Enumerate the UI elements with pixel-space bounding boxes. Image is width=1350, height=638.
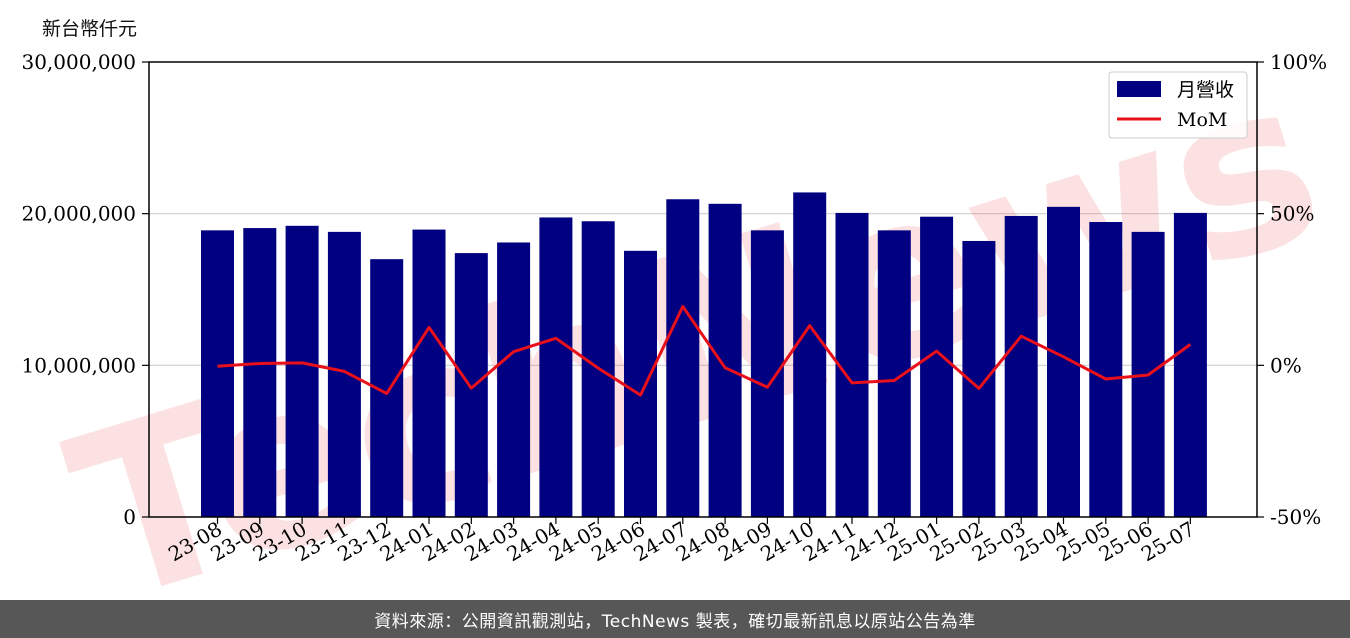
y-right-tick-label: 50% bbox=[1270, 202, 1314, 226]
revenue-chart: TechNews 23-0823-0923-1023-1123-1224-012… bbox=[21, 26, 1347, 600]
bar bbox=[920, 216, 954, 517]
legend-label-mom: MoM bbox=[1177, 109, 1227, 131]
bar bbox=[1173, 212, 1207, 518]
y-right-tick-labels: -50% 0% 50% 100% bbox=[1270, 50, 1327, 529]
bar bbox=[750, 230, 784, 517]
bar bbox=[793, 192, 827, 517]
plot-frame bbox=[148, 61, 1258, 518]
bar bbox=[412, 229, 446, 517]
bar bbox=[666, 199, 700, 517]
bar bbox=[708, 203, 742, 517]
y-right-tick-label: 0% bbox=[1270, 353, 1302, 377]
bar bbox=[1004, 215, 1038, 518]
legend-label-revenue: 月營收 bbox=[1177, 79, 1234, 101]
bar bbox=[1089, 222, 1123, 517]
mom-line-series bbox=[217, 305, 1192, 397]
bar-series bbox=[201, 192, 1207, 518]
y-right-tick-label: 100% bbox=[1270, 50, 1327, 74]
legend: 月營收 MoM bbox=[1108, 71, 1248, 139]
y-left-tick-label: 0 bbox=[123, 505, 136, 529]
bar bbox=[454, 253, 488, 517]
bar bbox=[835, 212, 869, 518]
bar bbox=[624, 250, 657, 517]
y-left-tick-label: 10,000,000 bbox=[21, 353, 136, 377]
bar bbox=[243, 228, 277, 517]
y-left-tick-label: 30,000,000 bbox=[21, 50, 136, 74]
y-axis-unit-label: 新台幣仟元 bbox=[42, 18, 138, 40]
axes bbox=[142, 61, 1264, 524]
y-left-tick-labels: 0 10,000,000 20,000,000 30,000,000 bbox=[21, 50, 136, 529]
bar bbox=[539, 217, 573, 518]
footer-text: 資料來源：公開資訊觀測站，TechNews 製表，確切最新訊息以原站公告為準 bbox=[374, 611, 976, 632]
bar bbox=[327, 231, 361, 517]
bar bbox=[201, 230, 234, 517]
legend-swatch-bar bbox=[1117, 81, 1161, 97]
y-right-tick-label: -50% bbox=[1270, 505, 1321, 529]
source-footer: 資料來源：公開資訊觀測站，TechNews 製表，確切最新訊息以原站公告為準 bbox=[0, 600, 1350, 638]
y-left-tick-label: 20,000,000 bbox=[21, 202, 136, 226]
bar bbox=[285, 225, 319, 518]
bar bbox=[497, 242, 531, 517]
mom-line bbox=[217, 305, 1192, 397]
